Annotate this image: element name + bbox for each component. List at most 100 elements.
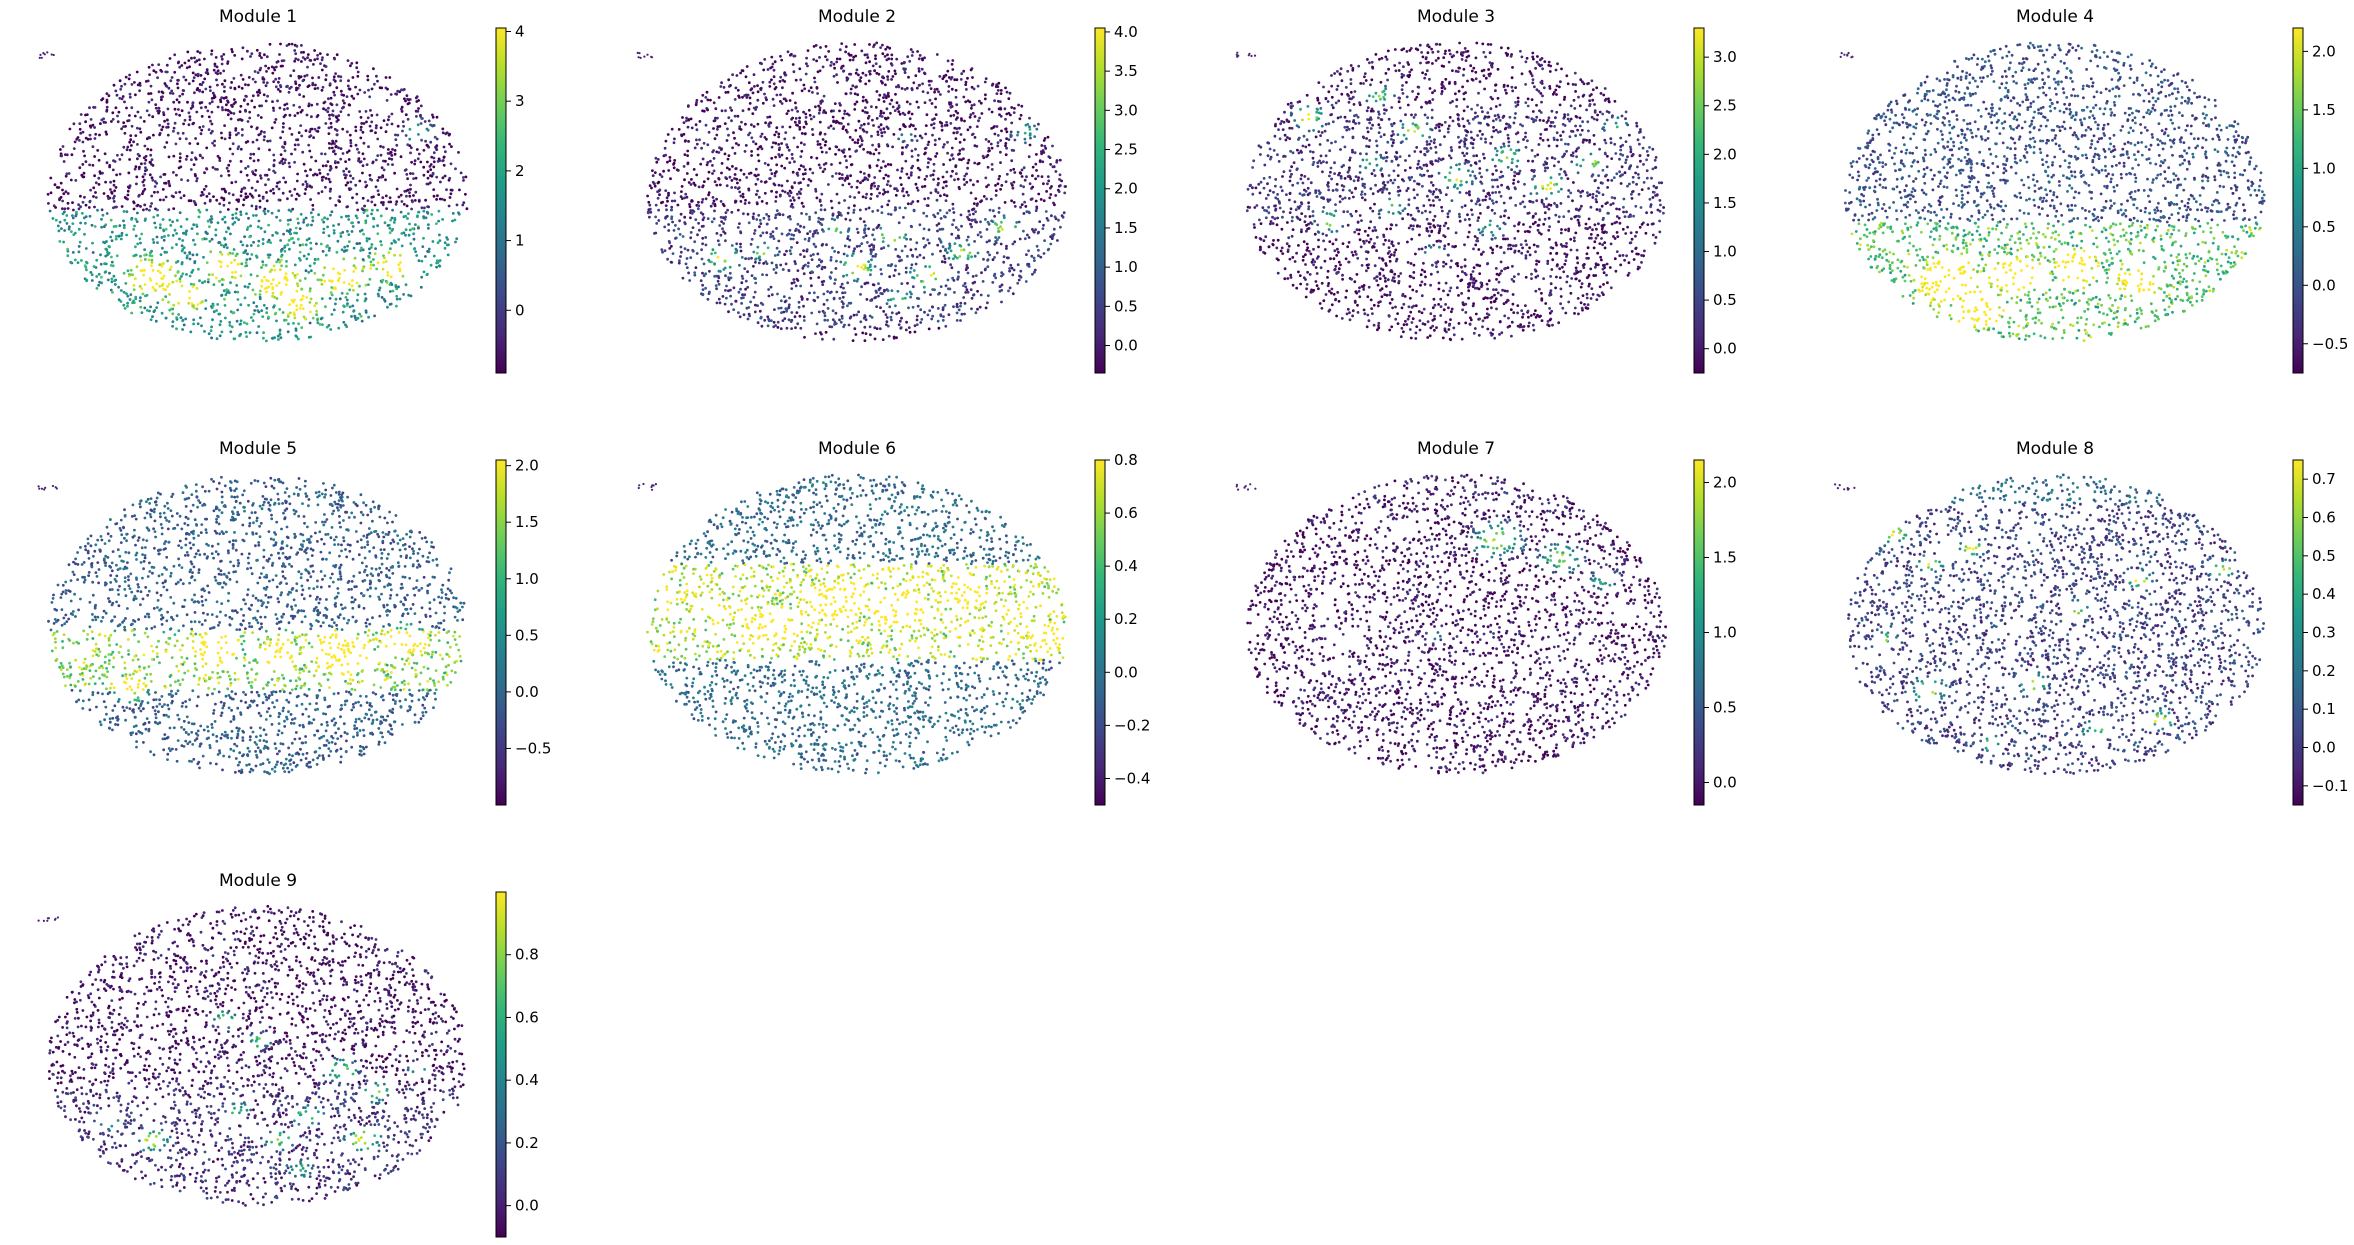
spot xyxy=(820,332,823,336)
spot xyxy=(318,323,322,326)
spot xyxy=(464,175,468,179)
spot xyxy=(213,62,217,66)
spot xyxy=(751,91,755,95)
spot xyxy=(212,96,216,100)
spot xyxy=(390,216,394,220)
spot xyxy=(927,161,930,165)
spot xyxy=(1025,253,1028,256)
spot xyxy=(380,201,383,204)
spot xyxy=(334,165,338,169)
spot xyxy=(964,285,968,289)
spot xyxy=(986,250,990,254)
spot xyxy=(461,203,465,207)
spot xyxy=(244,83,247,86)
spot xyxy=(864,332,868,335)
spot xyxy=(884,47,888,51)
spot xyxy=(417,199,421,203)
spot xyxy=(1050,214,1053,218)
spot xyxy=(738,315,742,319)
spot xyxy=(780,153,784,157)
spot xyxy=(156,301,160,305)
spot xyxy=(356,316,360,320)
spot xyxy=(157,90,161,94)
spot xyxy=(230,181,234,185)
spot xyxy=(869,186,873,190)
spot xyxy=(697,185,701,189)
spot xyxy=(768,85,772,88)
spot xyxy=(215,78,218,82)
spot xyxy=(126,294,130,298)
spot xyxy=(416,215,419,219)
spot xyxy=(793,120,797,124)
spot xyxy=(144,294,147,298)
spot xyxy=(743,150,747,153)
spot xyxy=(381,145,385,149)
spot xyxy=(756,189,759,193)
spot xyxy=(252,301,256,305)
spot xyxy=(451,212,455,215)
spot xyxy=(218,202,222,206)
spot xyxy=(667,223,670,226)
spot xyxy=(441,218,444,221)
spot xyxy=(301,183,305,186)
spot xyxy=(800,212,803,215)
spot xyxy=(152,241,156,244)
spot xyxy=(205,261,209,264)
spot xyxy=(291,207,295,211)
spot xyxy=(812,242,816,246)
spot xyxy=(737,311,740,314)
spot xyxy=(77,245,81,248)
spot xyxy=(210,100,214,104)
spot xyxy=(686,248,690,252)
spot xyxy=(1000,220,1003,224)
spot xyxy=(133,81,136,84)
spot xyxy=(387,115,391,118)
spot xyxy=(221,217,225,221)
spot xyxy=(683,247,687,251)
spot xyxy=(327,106,330,110)
spot xyxy=(61,207,64,211)
spot xyxy=(220,253,224,256)
spot xyxy=(158,198,162,202)
spot xyxy=(850,254,854,257)
spot xyxy=(873,238,876,241)
spot xyxy=(422,236,425,240)
spot xyxy=(976,180,979,183)
spot xyxy=(1027,155,1031,159)
spot xyxy=(299,124,303,127)
spot xyxy=(39,53,42,57)
spot xyxy=(907,110,911,114)
spot xyxy=(906,254,909,258)
spot xyxy=(225,291,229,294)
spot xyxy=(865,192,868,196)
spot xyxy=(756,98,760,102)
spot xyxy=(362,141,366,145)
spot xyxy=(250,316,253,319)
spot xyxy=(344,183,348,187)
spot xyxy=(221,108,225,112)
spot xyxy=(882,100,886,103)
spot xyxy=(152,215,156,219)
spot xyxy=(872,152,876,156)
spot xyxy=(209,119,212,123)
spot xyxy=(114,106,118,110)
spot xyxy=(900,167,904,170)
spot xyxy=(685,257,689,260)
spot xyxy=(843,179,847,182)
spot xyxy=(991,258,995,261)
spot xyxy=(742,172,746,176)
spot xyxy=(398,267,402,271)
panel-title: Module 1 xyxy=(219,7,297,27)
spot xyxy=(114,186,118,189)
spot xyxy=(438,197,442,201)
spot xyxy=(886,53,889,57)
spot xyxy=(902,61,906,64)
spot xyxy=(891,145,894,149)
spot xyxy=(406,217,409,220)
spot xyxy=(347,282,351,286)
spot xyxy=(799,181,802,185)
spot xyxy=(258,295,262,299)
spot xyxy=(437,157,441,161)
spot xyxy=(757,213,761,217)
spot xyxy=(985,228,989,231)
